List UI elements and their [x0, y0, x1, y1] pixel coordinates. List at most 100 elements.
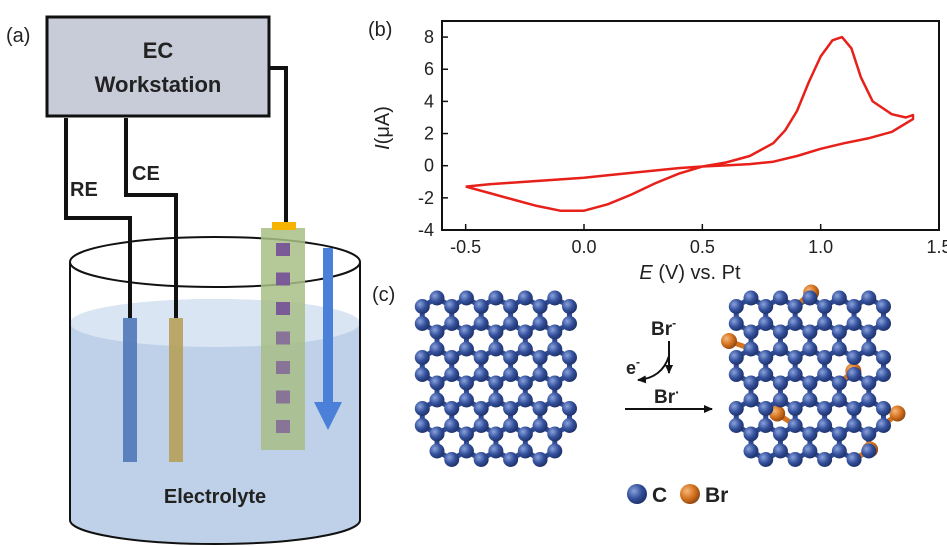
carbon-atom	[728, 401, 744, 416]
carbon-atom	[728, 418, 744, 433]
carbon-atom	[429, 392, 445, 408]
ec-workstation-box	[45, 15, 271, 118]
carbon-atom	[846, 401, 862, 416]
carbon-atom	[758, 367, 774, 382]
carbon-atom	[473, 401, 489, 416]
carbon-atom	[458, 324, 474, 340]
carbon-atom	[861, 375, 877, 391]
carbon-atom	[488, 290, 504, 306]
re-wire	[64, 118, 132, 318]
y-tick-label: 0	[424, 156, 434, 176]
working-electrode-contact	[272, 222, 296, 230]
carbon-atom	[488, 375, 504, 391]
electrolyte-label: Electrolyte	[164, 486, 266, 508]
carbon-atom	[517, 375, 533, 391]
panel-a-label: (a)	[6, 25, 30, 47]
carbon-atom	[802, 426, 818, 442]
carbon-atom	[414, 299, 430, 314]
carbon-atom	[831, 375, 847, 391]
carbon-atom	[532, 452, 548, 467]
carbon-atom	[772, 375, 788, 391]
carbon-atom	[503, 299, 519, 314]
carbon-atom	[787, 452, 803, 467]
carbon-atom	[547, 443, 563, 459]
carbon-atom	[743, 290, 759, 306]
carbon-atom	[488, 324, 504, 340]
reaction-reactant: Br-	[651, 316, 676, 340]
carbon-atom	[473, 350, 489, 365]
carbon-atom	[444, 350, 460, 365]
carbon-atom	[876, 350, 892, 365]
cv-y-axis-label: I(μA)	[372, 106, 394, 150]
carbon-atom	[876, 418, 892, 433]
carbon-atom	[458, 392, 474, 408]
carbon-atom	[758, 299, 774, 314]
panel-c-label: (c)	[372, 284, 395, 306]
carbon-atom	[861, 443, 877, 459]
carbon-atom	[772, 426, 788, 442]
y-tick-label: 4	[424, 91, 434, 111]
carbon-atom	[758, 316, 774, 331]
carbon-atoms	[414, 290, 578, 467]
carbon-atom	[429, 375, 445, 391]
carbon-atom	[802, 290, 818, 306]
panel-c: (c) Br- e- Br· C Br	[372, 284, 906, 507]
carbon-atom	[831, 341, 847, 357]
reference-electrode	[123, 318, 137, 462]
carbon-atom	[802, 375, 818, 391]
carbon-atom	[802, 341, 818, 357]
carbon-atom	[532, 350, 548, 365]
carbon-atom	[547, 392, 563, 408]
carbon-atom	[444, 401, 460, 416]
electron-release-arrow	[637, 355, 670, 384]
carbon-atom	[728, 316, 744, 331]
y-tick-label: -4	[418, 220, 434, 240]
legend-bromine-atom	[680, 484, 700, 504]
carbon-atom	[429, 426, 445, 442]
carbon-atom	[743, 375, 759, 391]
carbon-atom	[787, 401, 803, 416]
workstation-label-line2: Workstation	[95, 72, 222, 97]
carbon-atom	[429, 324, 445, 340]
carbon-atom	[414, 418, 430, 433]
direction-arrow-shaft	[323, 248, 333, 403]
beaker-rim	[69, 236, 361, 288]
carbon-atom	[817, 418, 833, 433]
carbon-atom	[772, 443, 788, 459]
y-tick-label: 2	[424, 124, 434, 144]
carbon-atom	[728, 367, 744, 382]
carbon-atom	[473, 367, 489, 382]
carbon-atom	[861, 341, 877, 357]
carbon-atom	[562, 299, 578, 314]
carbon-atom	[429, 443, 445, 459]
carbon-atom	[547, 426, 563, 442]
carbon-atom	[458, 290, 474, 306]
carbon-atom	[473, 299, 489, 314]
carbon-atom	[488, 392, 504, 408]
carbon-atom	[846, 299, 862, 314]
carbon-atom	[787, 316, 803, 331]
panel-b: (b) -0.5 0.0 0.5 1.0 1.5 -4 -2 0 2 4 6 8 I(μA) E (V…	[368, 19, 947, 284]
carbon-atom	[517, 392, 533, 408]
carbon-atom	[846, 316, 862, 331]
carbon-atom	[562, 418, 578, 433]
bromine-atom	[721, 333, 737, 349]
carbon-atom	[758, 401, 774, 416]
electrode-sample-square	[276, 361, 290, 374]
panel-a: (a) EC Workstation RE CE Electrolyte	[6, 15, 361, 545]
carbon-atom	[488, 443, 504, 459]
carbon-atom	[772, 290, 788, 306]
x-tick-label: 0.0	[571, 237, 596, 257]
x-tick-label: 1.5	[926, 237, 947, 257]
carbon-atom	[532, 299, 548, 314]
workstation-label-line1: EC	[143, 38, 174, 63]
carbon-atom	[817, 350, 833, 365]
carbon-atom	[517, 443, 533, 459]
electrode-sample-square	[276, 331, 290, 345]
carbon-atom	[547, 375, 563, 391]
re-label: RE	[70, 179, 98, 201]
carbon-atom	[458, 375, 474, 391]
carbon-atom	[562, 367, 578, 382]
carbon-atom	[444, 418, 460, 433]
